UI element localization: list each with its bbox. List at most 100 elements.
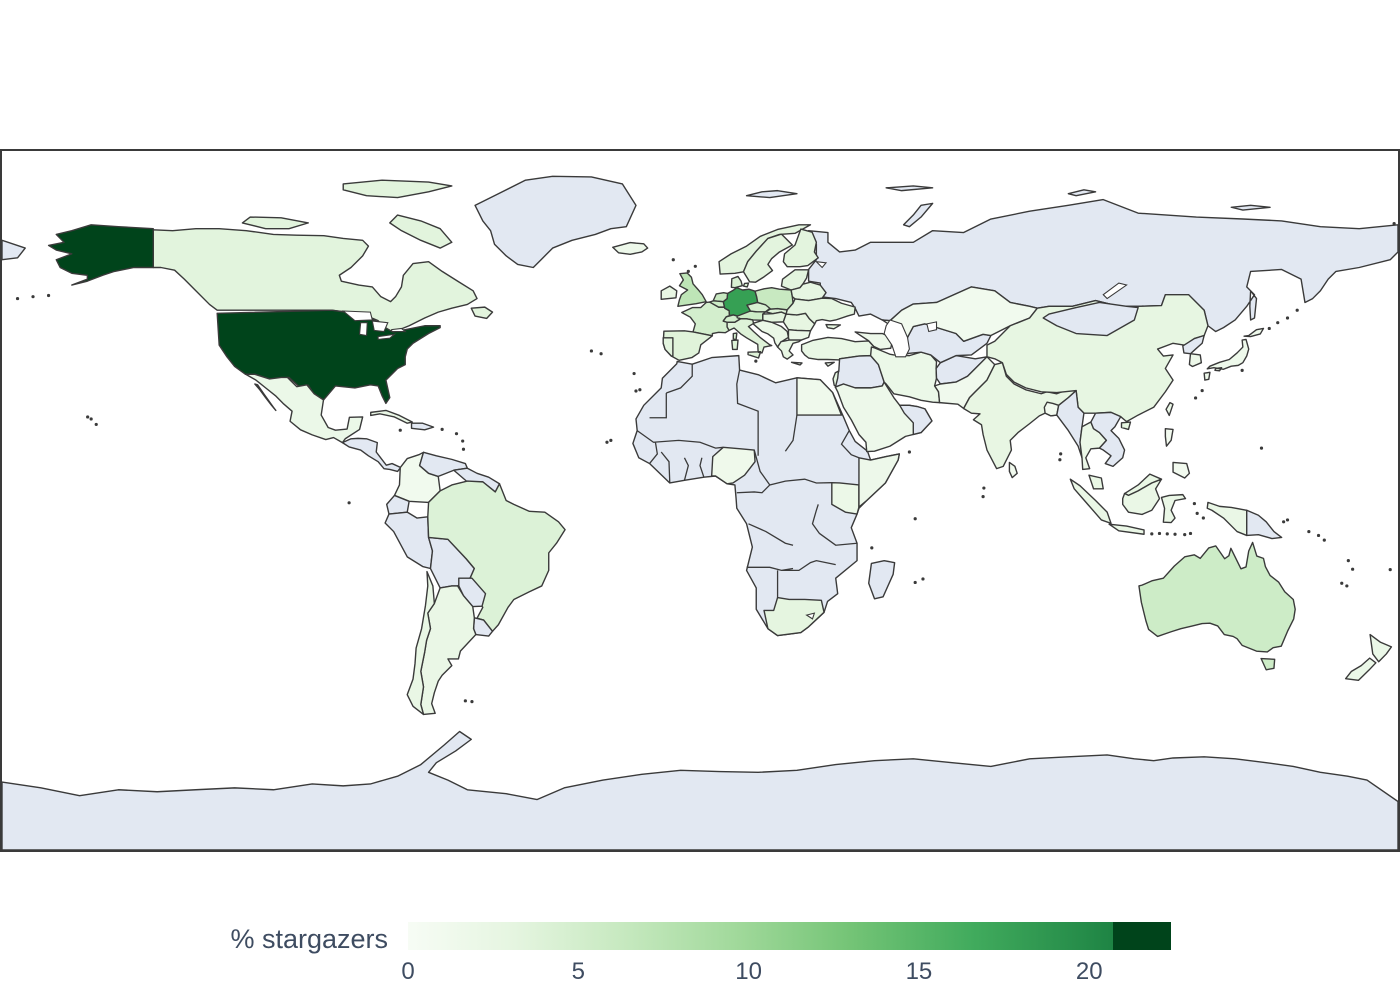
world-choropleth-map	[2, 175, 1398, 850]
lake-baikal	[1102, 282, 1128, 300]
country-portugal	[662, 337, 674, 357]
country-belgium	[708, 300, 726, 308]
small-island	[46, 293, 51, 298]
small-island	[1316, 533, 1321, 538]
country-italy	[726, 318, 773, 359]
colorbar-label: % stargazers	[230, 924, 388, 954]
small-island	[981, 495, 985, 499]
country-vietnam-laos-cambodia	[1090, 411, 1126, 468]
country-new-zealand	[1344, 633, 1393, 682]
internal-borders	[636, 364, 860, 598]
small-island	[1285, 518, 1290, 522]
country-ukraine	[785, 297, 856, 330]
small-island	[913, 580, 917, 585]
lake-ladoga	[814, 261, 828, 269]
small-island	[1150, 532, 1154, 536]
country-united-kingdom	[677, 272, 707, 308]
country-north-korea	[1182, 334, 1205, 355]
country-australia	[1138, 541, 1296, 671]
small-island	[1195, 511, 1199, 515]
small-island	[1259, 446, 1264, 450]
country-hispaniola	[410, 422, 435, 431]
small-island	[1351, 567, 1355, 571]
small-island	[461, 447, 466, 451]
country-mongolia	[1042, 301, 1139, 337]
colorbar-tick-15: 15	[905, 958, 933, 985]
country-kenya	[831, 481, 860, 515]
country-china	[986, 293, 1209, 431]
lake-erie	[377, 333, 397, 340]
country-brazil	[427, 480, 566, 633]
small-island	[913, 517, 917, 521]
country-nigeria	[710, 446, 756, 485]
country-sweden	[742, 233, 794, 283]
small-island	[634, 389, 638, 393]
small-island	[1345, 584, 1349, 588]
colorbar-tick-10: 10	[735, 958, 762, 985]
country-bangladesh	[1043, 401, 1060, 417]
small-island	[463, 699, 467, 703]
country-somalia	[858, 453, 901, 508]
small-island	[589, 349, 594, 353]
country-south-africa	[763, 596, 825, 637]
country-peru	[384, 511, 434, 570]
small-island	[347, 501, 351, 505]
small-island	[89, 417, 93, 421]
lake-superior	[341, 310, 374, 322]
small-island	[1307, 529, 1311, 534]
small-island	[693, 264, 697, 268]
small-island	[1240, 368, 1244, 372]
country-japan	[1203, 327, 1265, 381]
country-indonesia	[1069, 478, 1248, 537]
small-island	[1058, 458, 1062, 462]
country-greenland	[474, 175, 637, 269]
colorbar-tick-5: 5	[571, 958, 585, 985]
country-denmark	[730, 275, 750, 289]
small-island	[605, 440, 609, 444]
country-iceland	[612, 241, 649, 255]
small-island	[1188, 531, 1193, 536]
small-island	[599, 352, 603, 356]
caspian-sea	[883, 319, 910, 358]
small-island	[1388, 568, 1392, 572]
small-island	[1192, 501, 1196, 506]
country-oman-uae	[899, 404, 933, 436]
small-island	[1157, 531, 1162, 536]
small-island	[1267, 326, 1271, 331]
country-greece	[776, 339, 803, 366]
colorbar-gradient	[408, 922, 1171, 950]
country-ireland	[660, 285, 678, 301]
small-island	[470, 700, 474, 704]
country-iran	[869, 346, 941, 404]
country-central-america	[341, 437, 402, 473]
country-netherlands	[712, 291, 729, 303]
small-island	[921, 577, 925, 581]
small-island	[609, 438, 613, 442]
lesotho	[805, 612, 816, 620]
colorbar-tick-0: 0	[401, 958, 415, 985]
small-island	[907, 450, 911, 454]
small-island	[461, 439, 465, 443]
small-island	[982, 486, 986, 490]
country-taiwan	[1165, 401, 1174, 417]
small-island	[86, 415, 90, 419]
small-island	[632, 371, 636, 376]
country-egypt	[796, 377, 843, 416]
country-mexico	[245, 373, 364, 444]
small-island	[638, 388, 642, 392]
small-island	[398, 428, 402, 432]
small-island	[870, 546, 874, 550]
small-island	[1201, 516, 1205, 520]
country-israel	[832, 370, 840, 387]
small-island	[686, 269, 690, 273]
country-canada	[152, 179, 494, 333]
country-antarctica	[2, 730, 1398, 850]
small-island	[1165, 532, 1169, 536]
country-svalbard	[745, 189, 798, 199]
lake-huron	[371, 320, 389, 333]
lake-michigan	[358, 322, 368, 337]
small-island	[15, 296, 20, 301]
country-russia	[807, 185, 1398, 333]
small-island	[1276, 321, 1280, 325]
